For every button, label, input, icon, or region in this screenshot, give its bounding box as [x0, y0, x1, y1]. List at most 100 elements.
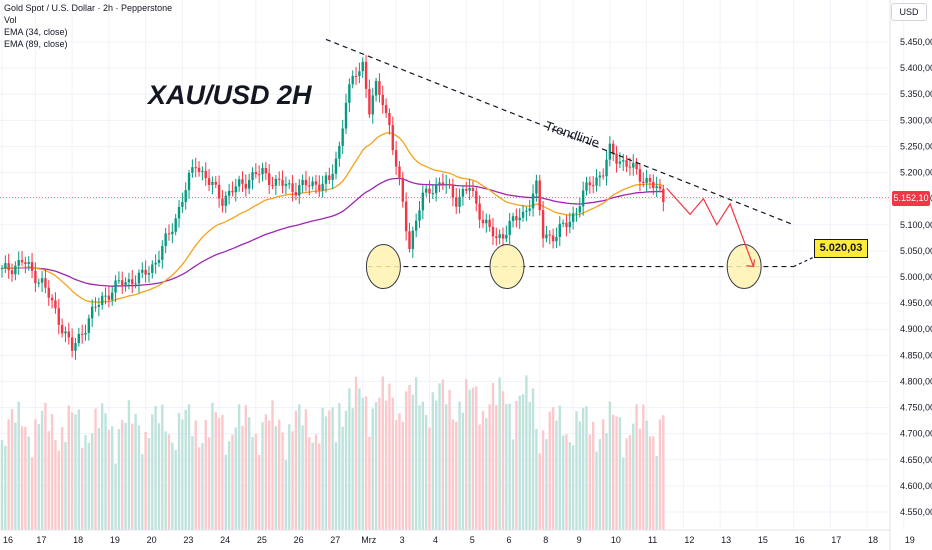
volume-bar	[401, 421, 404, 530]
candle-body	[281, 179, 284, 186]
candle-body	[608, 143, 612, 160]
volume-bar	[561, 435, 565, 530]
candle-body	[428, 188, 431, 194]
candle-body	[194, 167, 197, 169]
x-tick-label: 27	[330, 535, 340, 545]
volume-bar	[10, 409, 14, 530]
volume-bar	[642, 404, 645, 530]
y-tick-label: 4.900,00	[900, 324, 932, 334]
candle-body	[344, 102, 348, 129]
volume-bar	[124, 422, 127, 530]
indicator-ema89[interactable]: EMA (89, close)	[4, 39, 68, 49]
volume-bar	[207, 437, 211, 530]
volume-bar	[612, 414, 615, 530]
candle-body	[468, 188, 471, 191]
x-tick-label: 25	[257, 535, 267, 545]
volume-bar	[358, 388, 361, 530]
volume-bar	[602, 419, 605, 530]
x-tick-label: 8	[543, 535, 548, 545]
indicator-vol[interactable]: Vol	[4, 15, 17, 25]
volume-bar	[381, 376, 384, 530]
volume-bar	[281, 432, 284, 530]
y-tick-label: 5.050,00	[900, 246, 932, 256]
volume-bar	[498, 377, 501, 530]
volume-bar	[485, 418, 488, 530]
candle-body	[221, 198, 224, 206]
forecast-path	[666, 187, 755, 267]
candle-body	[50, 297, 54, 301]
volume-bar	[278, 419, 281, 530]
volume-bar	[257, 455, 261, 530]
candle-body	[662, 188, 665, 203]
volume-bar	[241, 425, 244, 530]
volume-bar	[144, 431, 147, 530]
currency-selector[interactable]: USD	[891, 3, 927, 21]
volume-bar	[408, 384, 411, 530]
volume-bar	[555, 420, 558, 530]
x-tick-label: 9	[577, 535, 582, 545]
volume-bar	[468, 389, 471, 530]
volume-bar	[645, 420, 648, 530]
volume-bar	[404, 391, 408, 530]
volume-bar	[515, 401, 518, 530]
volume-bar	[247, 417, 251, 530]
volume-bar	[80, 447, 84, 530]
volume-bar	[618, 417, 622, 530]
volume-bar	[117, 429, 121, 530]
candle-body	[70, 337, 74, 351]
x-tick-label: 13	[721, 535, 731, 545]
y-tick-label: 5.350,00	[900, 89, 932, 99]
indicator-ema34[interactable]: EMA (34, close)	[4, 27, 68, 37]
x-axis: 16 17 18 19 20 23 24 25 26 27 Mrz 3 4 5 6 8 9 10 11 12 13 15 1…	[0, 529, 915, 545]
volume-bar	[428, 427, 431, 530]
volume-bar	[458, 401, 461, 530]
volume-bar	[27, 436, 30, 530]
x-tick-label: 16	[795, 535, 805, 545]
x-tick-label: 16	[3, 535, 13, 545]
candle-body	[578, 206, 582, 213]
volume-bar	[338, 403, 341, 530]
volume-bar	[364, 396, 368, 530]
x-tick-label: 17	[831, 535, 841, 545]
volume-bar	[211, 402, 214, 530]
volume-bar	[184, 409, 187, 530]
candle-body	[257, 174, 261, 176]
volume-bar	[622, 457, 625, 530]
candle-body	[10, 270, 14, 275]
volume-bar	[57, 450, 60, 530]
volume-bar	[181, 419, 184, 530]
x-tick-label: 4	[433, 535, 438, 545]
volume-bar	[471, 387, 475, 530]
candle-body	[478, 203, 481, 220]
volume-bar	[204, 419, 207, 530]
candle-body	[351, 75, 354, 85]
x-tick-label: 19	[905, 535, 915, 545]
volume-bar	[341, 426, 344, 530]
candle-body	[391, 125, 394, 151]
volume-bar	[521, 394, 525, 530]
candle-body	[475, 191, 478, 204]
volume-bar	[37, 424, 40, 530]
volume-bar	[568, 442, 571, 530]
volume-bar	[581, 407, 585, 530]
candle-body	[54, 300, 57, 309]
volume-bar	[107, 430, 111, 530]
candle-body	[364, 61, 368, 89]
volume-bar	[24, 426, 27, 530]
candle-body	[435, 184, 438, 194]
volume-bar	[571, 445, 575, 530]
candle-body	[658, 186, 662, 189]
candle-body	[622, 160, 625, 162]
volume-bar	[174, 449, 177, 530]
volume-bar	[378, 397, 381, 530]
x-tick-label: 15	[758, 535, 768, 545]
candle-body	[231, 190, 234, 193]
y-tick-label: 5.200,00	[900, 168, 932, 178]
candle-body	[525, 210, 528, 212]
candle-body	[491, 226, 495, 237]
volume-bar	[274, 426, 278, 530]
candle-body	[518, 217, 521, 221]
candle-body	[177, 206, 181, 219]
volume-bar	[217, 417, 221, 530]
